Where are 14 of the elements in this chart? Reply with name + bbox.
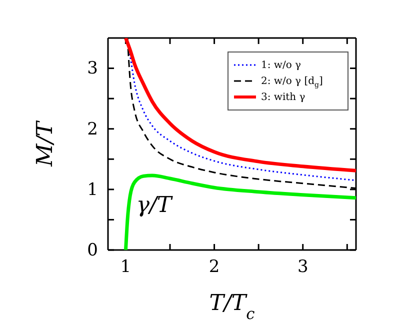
x-tick-label: 2 (208, 257, 220, 278)
y-tick-label: 1 (87, 180, 98, 200)
x-tick-label: 3 (297, 257, 308, 278)
y-tick-label: 0 (87, 240, 98, 260)
legend-label: 1: w/o γ (261, 60, 302, 71)
y-tick-label: 3 (87, 58, 98, 79)
annotation: γ/T (136, 192, 174, 218)
legend-label: 3: with γ (261, 92, 306, 103)
legend-label: 2: w/o γ [d$_{g}$] (261, 76, 323, 89)
x-tick-label: 1 (120, 257, 132, 278)
line-series (124, 174, 356, 250)
y-tick-label: 2 (87, 119, 98, 140)
x-axis-title: T/T$_{c}$ (209, 291, 256, 323)
y-axis-title: M/T (33, 119, 58, 168)
